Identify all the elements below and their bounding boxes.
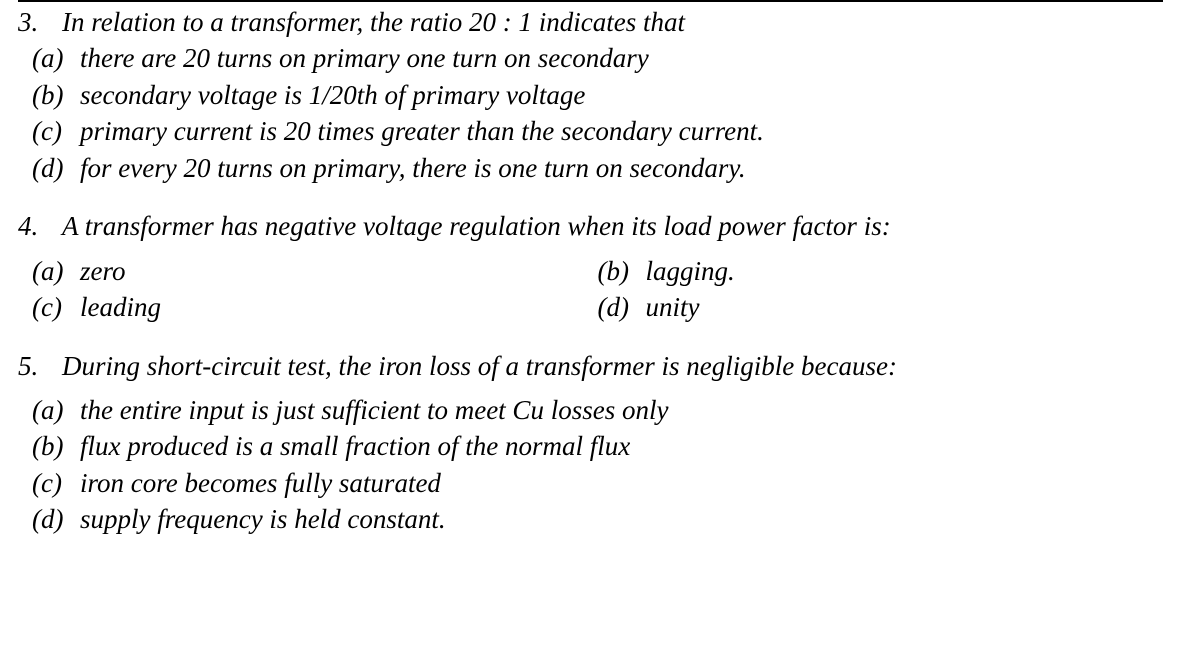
question-number: 5. xyxy=(18,348,62,384)
option-c: (c) primary current is 20 times greater … xyxy=(18,113,1163,149)
options-column-right: (b) lagging. (d) unity xyxy=(598,253,1164,326)
option-b: (b) secondary voltage is 1/20th of prima… xyxy=(18,77,1163,113)
question-text: During short-circuit test, the iron loss… xyxy=(62,348,1163,384)
question-stem: 5. During short-circuit test, the iron l… xyxy=(18,348,1163,384)
option-text: the entire input is just sufficient to m… xyxy=(80,392,1163,428)
option-label: (a) xyxy=(32,253,80,289)
option-a: (a) zero xyxy=(32,253,598,289)
question-3: 3. In relation to a transformer, the rat… xyxy=(18,4,1163,186)
option-text: primary current is 20 times greater than… xyxy=(80,113,1163,149)
options-two-column: (a) zero (c) leading (b) lagging. (d) un… xyxy=(18,253,1163,326)
option-label: (d) xyxy=(32,150,80,186)
option-a: (a) there are 20 turns on primary one tu… xyxy=(18,40,1163,76)
question-text: In relation to a transformer, the ratio … xyxy=(62,4,1163,40)
option-d: (d) for every 20 turns on primary, there… xyxy=(18,150,1163,186)
option-d: (d) supply frequency is held constant. xyxy=(18,501,1163,537)
option-label: (d) xyxy=(32,501,80,537)
question-text: A transformer has negative voltage regul… xyxy=(62,208,1163,244)
option-text: zero xyxy=(80,253,598,289)
option-label: (a) xyxy=(32,40,80,76)
page: 3. In relation to a transformer, the rat… xyxy=(0,0,1181,645)
option-label: (c) xyxy=(32,289,80,325)
option-label: (c) xyxy=(32,465,80,501)
question-5: 5. During short-circuit test, the iron l… xyxy=(18,348,1163,538)
option-text: there are 20 turns on primary one turn o… xyxy=(80,40,1163,76)
top-rule xyxy=(18,0,1163,2)
option-label: (b) xyxy=(32,428,80,464)
option-d: (d) unity xyxy=(598,289,1164,325)
option-text: secondary voltage is 1/20th of primary v… xyxy=(80,77,1163,113)
option-text: lagging. xyxy=(646,253,1164,289)
option-c: (c) iron core becomes fully saturated xyxy=(18,465,1163,501)
option-text: iron core becomes fully saturated xyxy=(80,465,1163,501)
option-text: flux produced is a small fraction of the… xyxy=(80,428,1163,464)
option-b: (b) flux produced is a small fraction of… xyxy=(18,428,1163,464)
question-stem: 4. A transformer has negative voltage re… xyxy=(18,208,1163,244)
option-label: (b) xyxy=(598,253,646,289)
question-number: 4. xyxy=(18,208,62,244)
option-text: supply frequency is held constant. xyxy=(80,501,1163,537)
option-text: unity xyxy=(646,289,1164,325)
option-label: (d) xyxy=(598,289,646,325)
options-column-left: (a) zero (c) leading xyxy=(32,253,598,326)
option-label: (c) xyxy=(32,113,80,149)
option-text: for every 20 turns on primary, there is … xyxy=(80,150,1163,186)
question-number: 3. xyxy=(18,4,62,40)
option-b: (b) lagging. xyxy=(598,253,1164,289)
question-stem: 3. In relation to a transformer, the rat… xyxy=(18,4,1163,40)
option-label: (b) xyxy=(32,77,80,113)
option-text: leading xyxy=(80,289,598,325)
option-label: (a) xyxy=(32,392,80,428)
question-4: 4. A transformer has negative voltage re… xyxy=(18,208,1163,325)
option-a: (a) the entire input is just sufficient … xyxy=(18,392,1163,428)
option-c: (c) leading xyxy=(32,289,598,325)
